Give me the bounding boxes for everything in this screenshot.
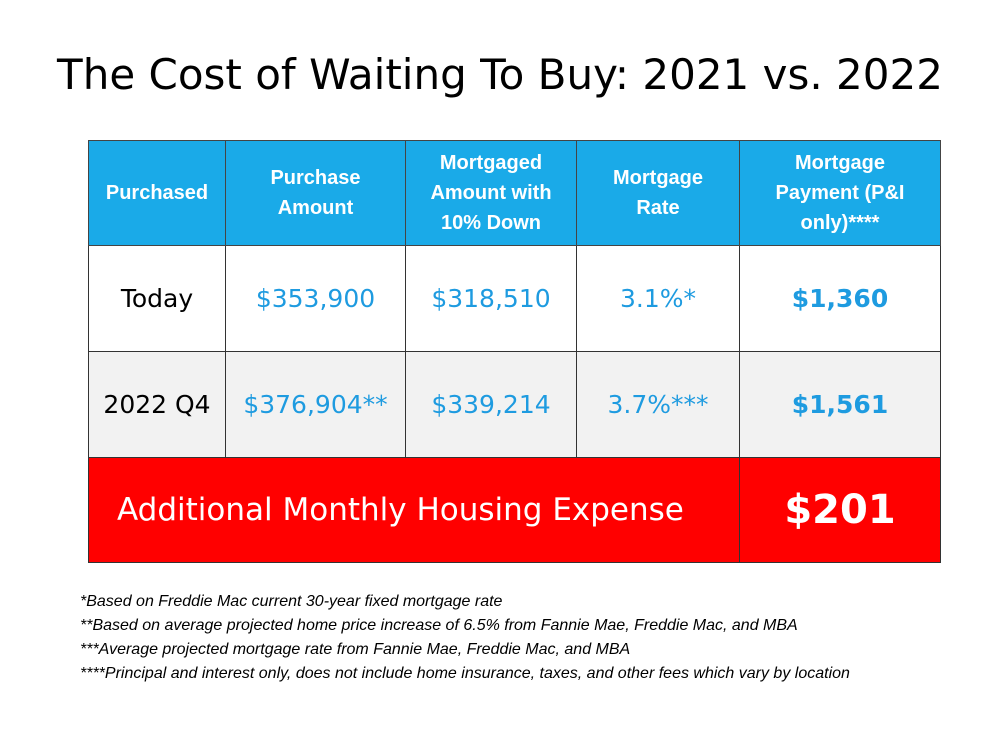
page-title: The Cost of Waiting To Buy: 2021 vs. 202… bbox=[57, 50, 943, 99]
additional-expense-row: Additional Monthly Housing Expense $201 bbox=[88, 457, 941, 563]
header-purchase-amount: Purchase Amount bbox=[225, 140, 406, 246]
row-mortgage-rate: 3.1%* bbox=[576, 245, 740, 352]
header-mortgaged-amount: Mortgaged Amount with 10% Down bbox=[405, 140, 577, 246]
header-mortgage-rate: Mortgage Rate bbox=[576, 140, 740, 246]
row-purchased: Today bbox=[88, 245, 226, 352]
footnote: *Based on Freddie Mac current 30-year fi… bbox=[80, 593, 503, 610]
table-row: Today $353,900 $318,510 3.1%* $1,360 bbox=[88, 245, 941, 352]
header-purchased: Purchased bbox=[88, 140, 226, 246]
footnote: ****Principal and interest only, does no… bbox=[80, 665, 850, 682]
header-mortgage-payment: Mortgage Payment (P&I only)**** bbox=[739, 140, 941, 246]
row-mortgage-payment: $1,360 bbox=[739, 245, 941, 352]
row-purchased: 2022 Q4 bbox=[88, 351, 226, 458]
footnotes: *Based on Freddie Mac current 30-year fi… bbox=[80, 590, 980, 686]
row-mortgaged-amount: $318,510 bbox=[405, 245, 577, 352]
additional-expense-value: $201 bbox=[739, 457, 941, 563]
header-mortgage-rate-label: Mortgage Rate bbox=[613, 167, 703, 219]
footnote: ***Average projected mortgage rate from … bbox=[80, 641, 631, 658]
table-row: 2022 Q4 $376,904** $339,214 3.7%*** $1,5… bbox=[88, 351, 941, 458]
header-purchase-amount-label: Purchase Amount bbox=[270, 167, 361, 219]
table-header-row: Purchased Purchase Amount Mortgaged Amou… bbox=[88, 140, 941, 246]
row-mortgage-rate: 3.7%*** bbox=[576, 351, 740, 458]
additional-expense-label: Additional Monthly Housing Expense bbox=[88, 457, 740, 563]
row-mortgage-payment: $1,561 bbox=[739, 351, 941, 458]
row-mortgaged-amount: $339,214 bbox=[405, 351, 577, 458]
row-purchase-amount: $353,900 bbox=[225, 245, 406, 352]
header-mortgage-payment-label: Mortgage Payment (P&I only)**** bbox=[775, 152, 905, 234]
row-purchase-amount: $376,904** bbox=[225, 351, 406, 458]
footnote: **Based on average projected home price … bbox=[80, 617, 798, 634]
cost-table: Purchased Purchase Amount Mortgaged Amou… bbox=[88, 140, 941, 563]
header-mortgaged-amount-label: Mortgaged Amount with 10% Down bbox=[430, 152, 552, 234]
